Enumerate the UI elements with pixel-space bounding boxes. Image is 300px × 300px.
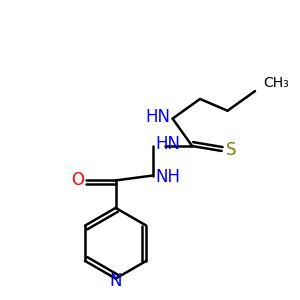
Text: N: N [110, 272, 122, 290]
Text: NH: NH [155, 169, 180, 187]
Text: O: O [71, 171, 84, 189]
Text: S: S [226, 141, 236, 159]
Text: CH₃: CH₃ [263, 76, 289, 90]
Text: HN: HN [146, 108, 171, 126]
Text: HN: HN [155, 135, 180, 153]
